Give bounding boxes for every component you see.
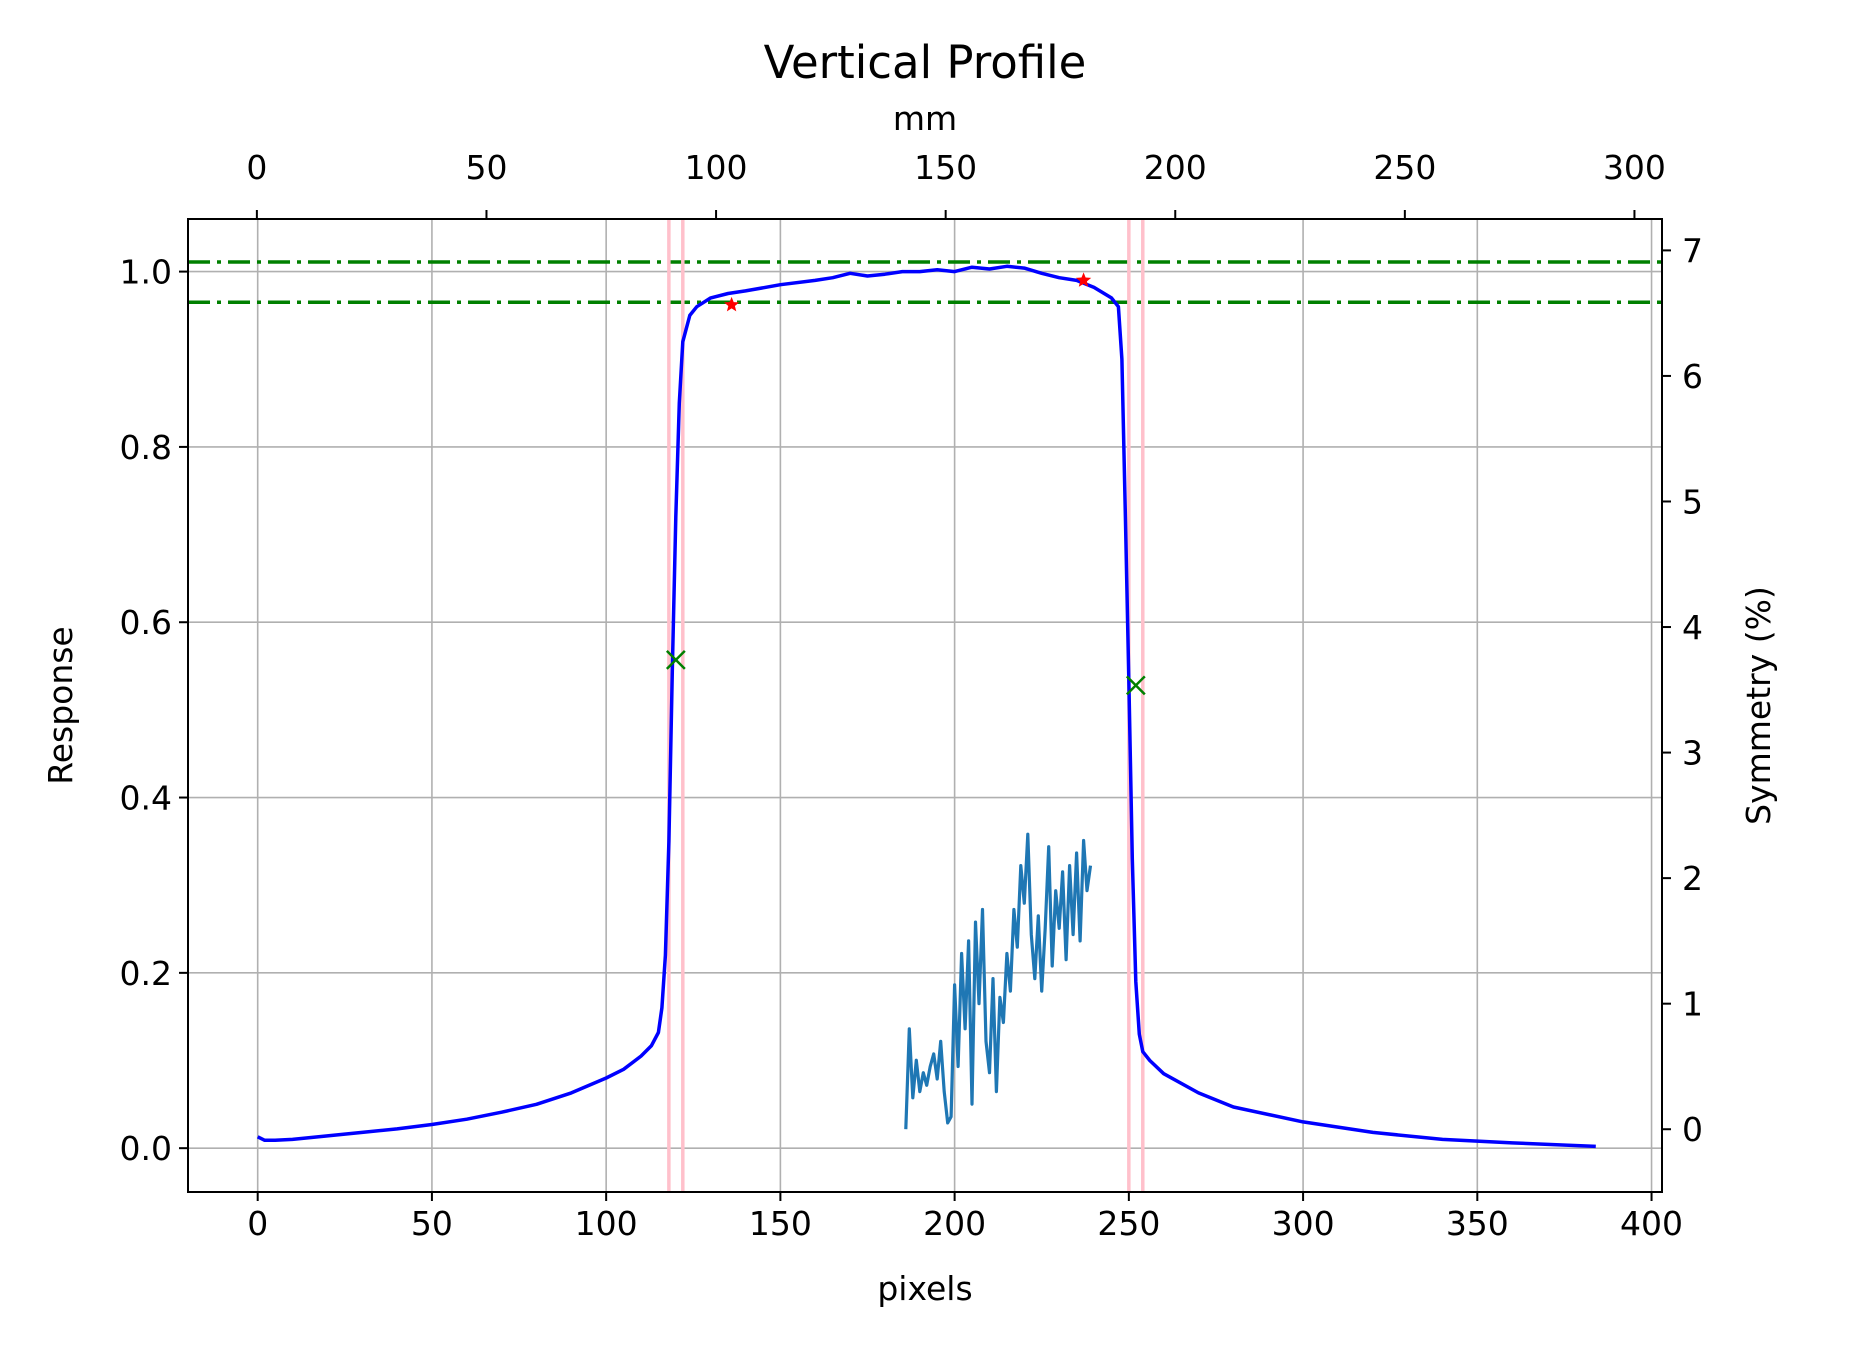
reference-bands [188, 219, 1662, 1192]
y-tick-label: 0.2 [120, 954, 172, 993]
x-tick-label: 50 [411, 1204, 453, 1243]
x2-tick-label: 0 [246, 148, 267, 187]
series-layer [256, 264, 1596, 1149]
x2-tick-label: 150 [914, 148, 977, 187]
y-tick-label: 0.4 [120, 779, 172, 818]
x-tick-label: 100 [575, 1204, 638, 1243]
axis-layer: 0 50 100 150 200 250 300 350 4000.00.20.40.60.81… [120, 148, 1703, 1243]
profile-line [256, 264, 1596, 1149]
chart-title: Vertical Profile [764, 36, 1087, 89]
y2-tick-label: 4 [1682, 608, 1703, 647]
x-tick-label: 150 [749, 1204, 812, 1243]
y2-axis-label: Symmetry (%) [1739, 586, 1778, 825]
y-tick-label: 0.6 [120, 603, 172, 642]
x-tick-label: 300 [1272, 1204, 1335, 1243]
x2-tick-label: 100 [685, 148, 748, 187]
y2-tick-label: 1 [1682, 985, 1703, 1024]
y2-tick-label: 2 [1682, 859, 1703, 898]
x-tick-label: 200 [923, 1204, 986, 1243]
symmetry-line [904, 832, 1093, 1130]
fwhm-marker [665, 650, 686, 670]
x-tick-label: 350 [1446, 1204, 1509, 1243]
x2-tick-label: 300 [1603, 148, 1666, 187]
y-tick-label: 0.0 [120, 1129, 172, 1168]
y2-tick-label: 6 [1682, 357, 1703, 396]
y-axis-label: Response [41, 626, 80, 785]
fwhm-marker-stroke [1125, 675, 1146, 696]
plot-frame [187, 218, 1663, 1193]
x-tick-label: 250 [1097, 1204, 1160, 1243]
y-tick-label: 0.8 [120, 428, 172, 467]
flatness-star-marker [724, 296, 740, 312]
x2-tick-label: 200 [1144, 148, 1207, 187]
y2-tick-label: 3 [1682, 734, 1703, 773]
grid-layer [188, 219, 1662, 1192]
y-tick-label: 1.0 [120, 253, 172, 292]
fwhm-marker [1125, 675, 1146, 696]
flatness-star-marker [1075, 272, 1092, 287]
x-tick-label: 400 [1620, 1204, 1683, 1243]
x2-axis-label: mm [893, 99, 957, 138]
y2-tick-label: 0 [1682, 1110, 1703, 1149]
x-tick-label: 0 [247, 1204, 268, 1243]
y2-tick-label: 5 [1682, 482, 1703, 521]
markers-layer [665, 272, 1146, 696]
fwhm-marker-stroke [665, 650, 686, 670]
x2-tick-label: 50 [465, 148, 507, 187]
x2-tick-label: 250 [1373, 148, 1436, 187]
y2-tick-label: 7 [1682, 231, 1703, 270]
x-axis-label: pixels [877, 1269, 972, 1308]
